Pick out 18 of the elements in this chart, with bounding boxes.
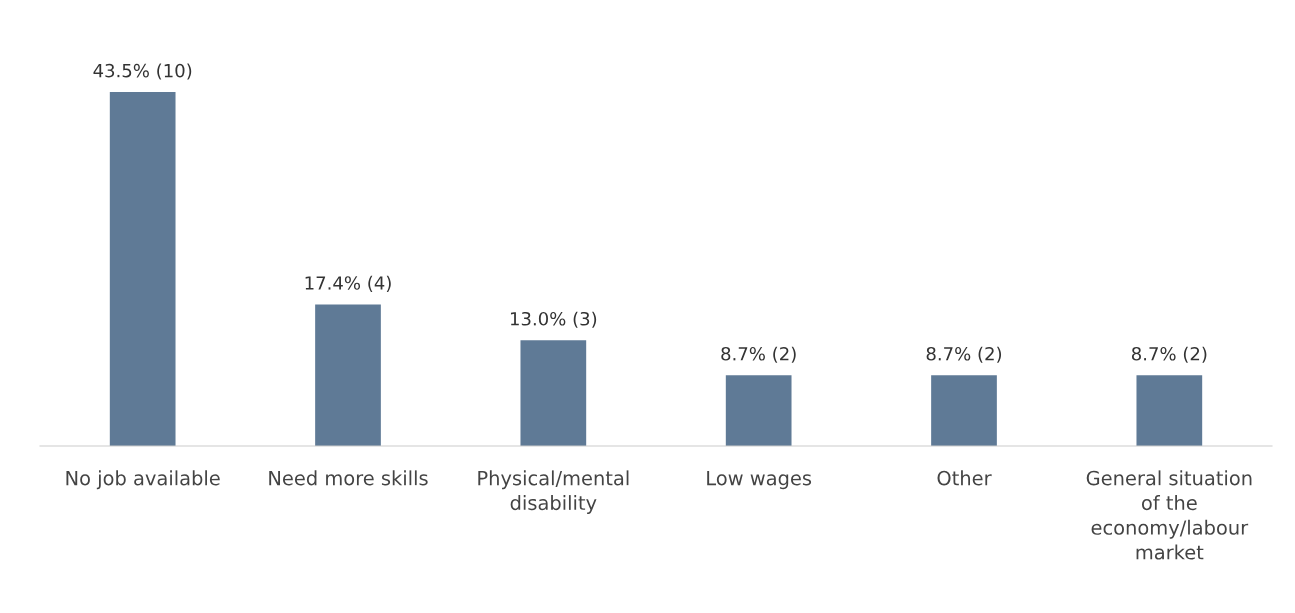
x-tick-label: Need more skills bbox=[269, 470, 428, 486]
x-tick-label: Physical/mental disability bbox=[478, 470, 629, 514]
data-label: 43.5% (10) bbox=[93, 63, 192, 80]
bar bbox=[931, 375, 997, 446]
bar bbox=[520, 340, 587, 446]
data-label: 8.7% (2) bbox=[721, 346, 796, 363]
x-tick-label: No job available bbox=[66, 470, 220, 490]
data-label: 8.7% (2) bbox=[926, 346, 1002, 363]
x-tick-label: Low wages bbox=[707, 470, 812, 490]
data-label: 13.0% (3) bbox=[510, 311, 597, 328]
bar bbox=[109, 92, 176, 446]
bar bbox=[725, 375, 792, 446]
x-tick-label: General situation of the economy/labour market bbox=[1086, 470, 1252, 560]
data-label: 8.7% (2) bbox=[1131, 346, 1207, 363]
x-tick-label: Other bbox=[937, 470, 992, 486]
data-label: 17.4% (4) bbox=[305, 275, 391, 292]
bar bbox=[1136, 375, 1203, 446]
bar bbox=[315, 304, 381, 446]
